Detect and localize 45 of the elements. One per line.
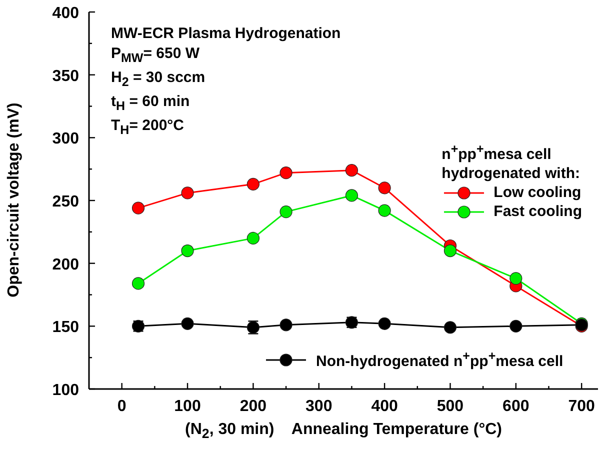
- y-tick-label: 400: [52, 5, 80, 22]
- y-tick-label: 300: [52, 130, 80, 148]
- y-tick-label: 200: [52, 256, 80, 274]
- legend-label: Fast cooling: [494, 202, 582, 221]
- y-tick-label: 350: [52, 68, 80, 85]
- x-tick-label: 500: [436, 398, 464, 415]
- annotation: T$_{H}$= 200°C: [111, 116, 185, 139]
- x-tick-label: 600: [502, 398, 530, 415]
- annotation: H$_{2}$ = 30 sccm: [111, 68, 206, 91]
- point: [378, 182, 391, 194]
- point: [132, 202, 145, 214]
- x-tick-label: 100: [174, 398, 201, 415]
- legend-title: n$^{+}$pp$^{+}$mesa cell hydrogenated with:: [442, 141, 581, 183]
- point: [280, 318, 292, 332]
- legend-label: Low cooling: [494, 183, 582, 202]
- annotation: P$_{MW}$= 650 W: [111, 44, 201, 67]
- x-tick-label: 0: [117, 398, 126, 415]
- point: [345, 164, 358, 177]
- point: [181, 244, 194, 258]
- point: [280, 166, 292, 180]
- annotation: MW-ECR Plasma Hydrogenation: [111, 24, 341, 44]
- point: [181, 317, 194, 330]
- x-axis-title: (N$_{2}$, 30 min) Annealing Temperature (°C): [184, 421, 503, 442]
- y-tick-label: 100: [52, 382, 80, 399]
- x-tick-label: 300: [306, 398, 332, 415]
- legend-label: Non-hydrogenated n$^{+}$pp$^{+}$mesa cell: [316, 349, 564, 370]
- point: [444, 244, 457, 258]
- y-axis-title: Open-circuit voltage (mV): [5, 101, 23, 299]
- x-tick-label: 700: [568, 398, 596, 415]
- y-tick-label: 150: [52, 319, 80, 336]
- y-tick-label: 250: [52, 194, 80, 210]
- annotation: t$_{H}$ = 60 min: [111, 92, 191, 115]
- point: [181, 186, 194, 200]
- x-tick-label: 200: [240, 398, 267, 415]
- point: [132, 277, 145, 290]
- point: [378, 317, 391, 330]
- point: [510, 272, 522, 285]
- point: [378, 204, 391, 217]
- point: [246, 178, 260, 190]
- point: [510, 320, 522, 332]
- point: [246, 232, 260, 244]
- x-tick-label: 400: [371, 398, 398, 415]
- point: [345, 189, 358, 202]
- point: [444, 321, 457, 334]
- point: [280, 206, 292, 218]
